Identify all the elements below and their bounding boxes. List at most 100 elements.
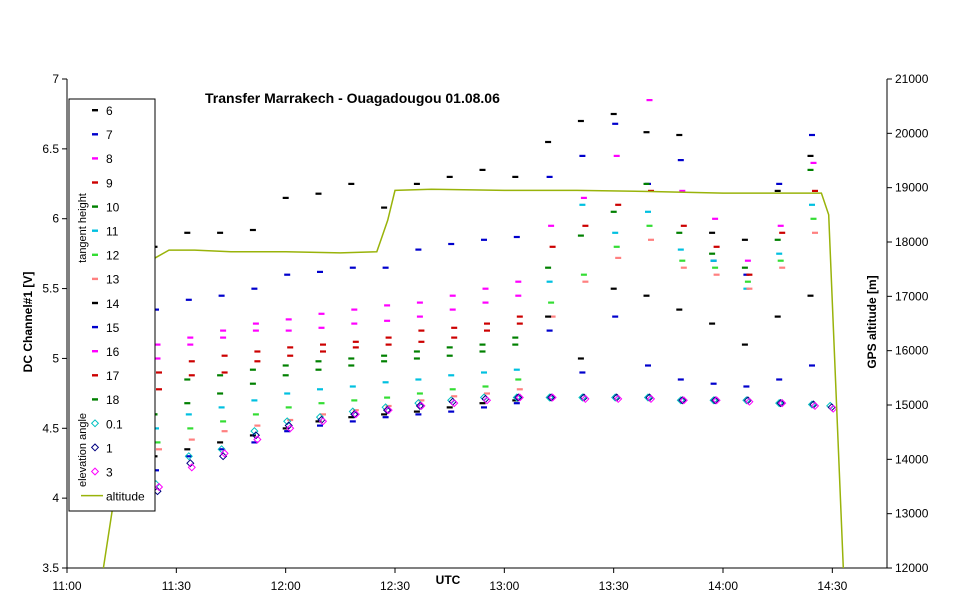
data-point bbox=[384, 304, 391, 307]
data-point bbox=[252, 413, 259, 416]
legend-label: 16 bbox=[106, 345, 120, 359]
data-point bbox=[809, 133, 815, 137]
data-point bbox=[282, 364, 289, 367]
data-point bbox=[515, 280, 522, 283]
data-point bbox=[154, 357, 161, 360]
data-point bbox=[415, 413, 422, 416]
data-point bbox=[352, 346, 359, 349]
data-point bbox=[317, 424, 323, 427]
legend-marker bbox=[92, 229, 98, 232]
data-point bbox=[612, 315, 619, 318]
data-point bbox=[282, 374, 289, 377]
legend-label: 14 bbox=[106, 297, 120, 311]
data-point bbox=[315, 360, 322, 363]
data-point bbox=[582, 280, 589, 283]
data-point bbox=[643, 131, 650, 134]
y-tick-label: 5.5 bbox=[42, 282, 59, 296]
data-point bbox=[384, 319, 391, 322]
data-point bbox=[643, 182, 650, 185]
data-point bbox=[545, 140, 552, 144]
y2-tick-label: 15000 bbox=[895, 398, 929, 412]
data-point bbox=[254, 350, 261, 353]
data-point bbox=[514, 393, 523, 402]
data-point bbox=[284, 430, 291, 433]
data-point bbox=[415, 401, 425, 411]
data-point bbox=[218, 448, 225, 451]
data-point bbox=[809, 203, 815, 206]
data-point bbox=[285, 329, 292, 332]
legend-label: 11 bbox=[106, 225, 119, 239]
data-point bbox=[348, 182, 355, 185]
data-point bbox=[812, 231, 818, 234]
data-point bbox=[415, 378, 422, 381]
data-point bbox=[680, 224, 687, 227]
data-point bbox=[351, 308, 358, 311]
data-point bbox=[318, 402, 325, 405]
legend-label: 3 bbox=[106, 466, 113, 480]
data-point bbox=[418, 399, 425, 402]
data-point bbox=[220, 449, 229, 458]
x-tick-label: 14:30 bbox=[817, 579, 847, 593]
data-point bbox=[315, 420, 322, 423]
data-point bbox=[448, 242, 455, 246]
x-axis-label: UTC bbox=[436, 573, 461, 587]
y2-tick-label: 13000 bbox=[895, 507, 929, 521]
legend-marker bbox=[92, 157, 98, 160]
data-point bbox=[252, 329, 259, 332]
data-point bbox=[645, 210, 651, 213]
data-point bbox=[413, 350, 420, 353]
data-point bbox=[512, 175, 519, 178]
x-tick-label: 12:30 bbox=[380, 579, 410, 593]
data-point bbox=[812, 189, 818, 192]
data-point bbox=[479, 402, 486, 405]
data-point bbox=[774, 315, 781, 318]
data-point bbox=[679, 396, 688, 405]
x-tick-label: 13:30 bbox=[599, 579, 629, 593]
data-point bbox=[184, 378, 191, 381]
data-point bbox=[320, 343, 326, 346]
data-point bbox=[184, 448, 191, 451]
data-point bbox=[809, 364, 815, 367]
data-point bbox=[548, 224, 555, 227]
legend-section-tangent: tangent height bbox=[77, 193, 89, 263]
data-point bbox=[320, 413, 326, 416]
y-tick-label: 4 bbox=[52, 491, 59, 505]
legend-section-elevation: elevation angle bbox=[77, 413, 89, 487]
data-point bbox=[251, 399, 258, 402]
data-point bbox=[349, 266, 356, 269]
data-point bbox=[217, 374, 224, 377]
y-tick-label: 6 bbox=[52, 212, 59, 226]
data-point bbox=[546, 175, 553, 178]
legend-box bbox=[68, 98, 156, 512]
plot-area bbox=[102, 99, 845, 569]
legend-label: 7 bbox=[106, 128, 113, 142]
data-point bbox=[287, 346, 294, 349]
data-point bbox=[646, 394, 656, 404]
data-point bbox=[154, 343, 161, 346]
data-point bbox=[579, 203, 586, 206]
data-point bbox=[643, 294, 650, 297]
data-point bbox=[810, 161, 817, 164]
data-point bbox=[481, 406, 487, 409]
data-point bbox=[613, 154, 620, 157]
y-tick-label: 4.5 bbox=[42, 421, 59, 435]
legend-label: 0.1 bbox=[106, 417, 123, 431]
data-point bbox=[413, 410, 420, 413]
data-point bbox=[548, 393, 557, 402]
data-point bbox=[776, 252, 783, 255]
data-point bbox=[677, 248, 684, 251]
data-point bbox=[448, 374, 455, 377]
data-point bbox=[282, 196, 289, 199]
data-point bbox=[220, 420, 227, 423]
data-point bbox=[676, 231, 683, 234]
data-point bbox=[185, 298, 192, 301]
data-point bbox=[549, 245, 556, 248]
series-1 bbox=[153, 393, 836, 496]
data-point bbox=[156, 371, 162, 374]
data-point bbox=[414, 398, 423, 408]
data-point bbox=[810, 217, 817, 220]
data-point bbox=[742, 396, 751, 405]
data-point bbox=[348, 364, 355, 367]
